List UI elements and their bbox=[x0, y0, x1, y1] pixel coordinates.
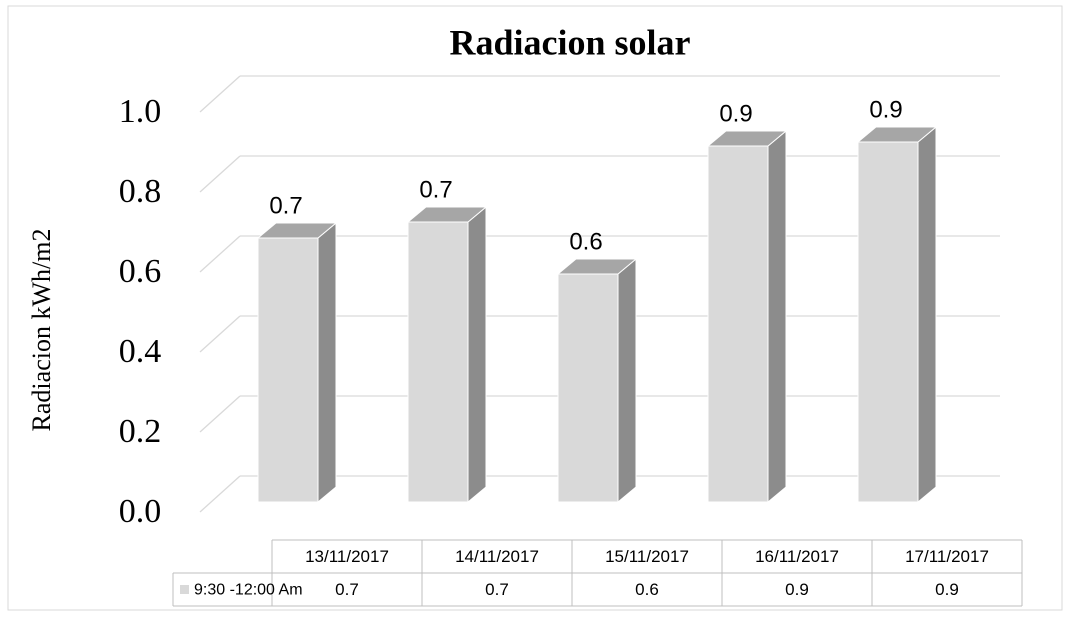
bar bbox=[257, 237, 319, 503]
bar-side bbox=[317, 221, 337, 504]
data-label: 0.7 bbox=[269, 192, 302, 219]
y-tick-label: 0.4 bbox=[119, 333, 162, 370]
data-label: 0.9 bbox=[719, 100, 752, 127]
legend-label: 9:30 -12:00 Am bbox=[194, 582, 303, 599]
bar-side bbox=[917, 125, 937, 504]
y-tick-label: 1.0 bbox=[119, 93, 162, 130]
bar bbox=[857, 141, 919, 503]
data-label: 0.7 bbox=[419, 176, 452, 203]
y-tick-label: 0.2 bbox=[119, 413, 162, 450]
bar bbox=[707, 145, 769, 503]
y-tick-label: 0.0 bbox=[119, 493, 162, 530]
x-tick-label: 15/11/2017 bbox=[605, 547, 689, 566]
grid-line bbox=[199, 155, 241, 193]
x-tick-label: 14/11/2017 bbox=[455, 547, 539, 566]
bar-side bbox=[617, 257, 637, 504]
table-value: 0.9 bbox=[785, 580, 809, 599]
x-tick-label: 16/11/2017 bbox=[755, 547, 839, 566]
y-tick-label: 0.8 bbox=[119, 173, 162, 210]
bar-side bbox=[767, 129, 787, 504]
x-tick-label: 17/11/2017 bbox=[905, 547, 989, 566]
table-value: 0.6 bbox=[635, 580, 659, 599]
grid-line bbox=[199, 315, 241, 353]
y-tick-label: 0.6 bbox=[119, 253, 162, 290]
grid-line bbox=[199, 395, 241, 433]
data-label: 0.9 bbox=[869, 96, 902, 123]
data-label: 0.6 bbox=[569, 228, 602, 255]
table-value: 0.9 bbox=[935, 580, 959, 599]
bar bbox=[407, 221, 469, 503]
y-axis-label: Radiacion kWh/m2 bbox=[27, 229, 56, 432]
grid-line bbox=[199, 235, 241, 273]
bar-side bbox=[467, 205, 487, 504]
x-tick-label: 13/11/2017 bbox=[305, 547, 389, 566]
legend-marker bbox=[180, 585, 189, 594]
grid-line bbox=[199, 475, 241, 513]
bar bbox=[557, 273, 619, 503]
grid-line bbox=[199, 75, 241, 113]
table-value: 0.7 bbox=[335, 580, 359, 599]
chart-title: Radiacion solar bbox=[449, 22, 690, 62]
table-value: 0.7 bbox=[485, 580, 509, 599]
